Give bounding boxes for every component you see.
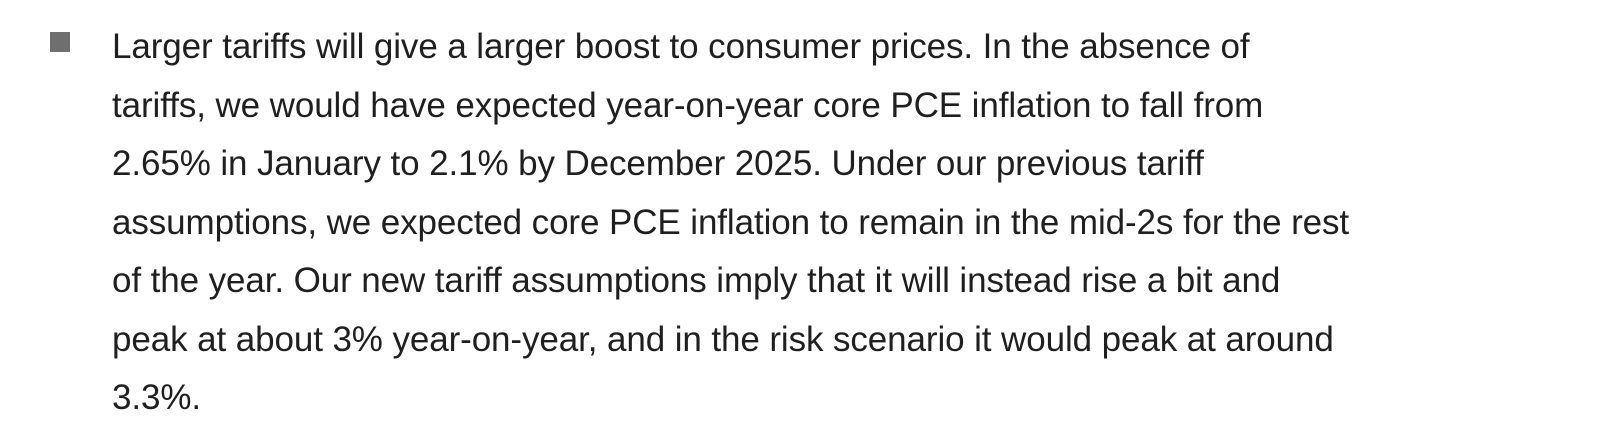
text-line: 2.65% in January to 2.1% by December 202… <box>112 144 1204 183</box>
square-bullet-icon <box>50 32 70 52</box>
text-line: peak at about 3% year-on-year, and in th… <box>112 319 1334 359</box>
paragraph-text: Larger tariffs will give a larger boost … <box>112 18 1572 428</box>
text-line: 3.3%. <box>112 378 201 417</box>
text-line: assumptions, we expected core PCE inflat… <box>112 202 1350 242</box>
text-line: of the year. Our new tariff assumptions … <box>112 261 1281 300</box>
text-line: Larger tariffs will give a larger boost … <box>112 27 1250 66</box>
bullet-paragraph: Larger tariffs will give a larger boost … <box>50 18 1590 428</box>
text-line: tariffs, we would have expected year-on-… <box>112 85 1264 125</box>
